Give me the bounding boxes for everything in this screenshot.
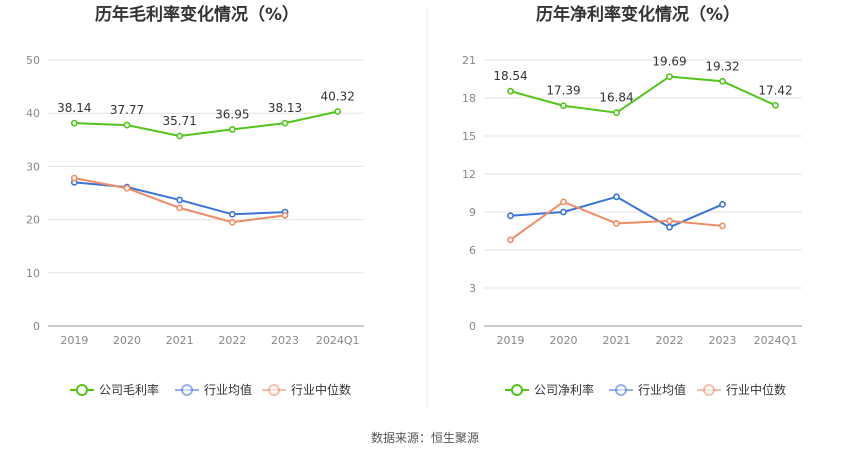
net-series-2-point — [560, 198, 567, 206]
gross-series-1-point — [176, 196, 184, 204]
chart-title: 历年净利率变化情况（%） — [536, 4, 740, 25]
x-tick-label: 2020 — [550, 334, 578, 347]
legend-marker-icon — [268, 384, 280, 396]
chart-title: 历年毛利率变化情况（%） — [95, 4, 299, 25]
legend-label: 公司净利率 — [534, 382, 594, 397]
legend-marker-icon — [76, 384, 88, 396]
net-series-0-point — [613, 109, 620, 117]
gross-series-2-point — [228, 218, 236, 226]
net-series-0-point — [719, 77, 726, 85]
gross-series-0-point — [281, 119, 289, 127]
x-tick-label: 2020 — [113, 334, 141, 347]
net-series-0-point — [666, 73, 673, 80]
data-label: 40.32 — [320, 89, 354, 103]
net-series-1-point — [507, 212, 514, 220]
legend-label: 行业中位数 — [291, 382, 351, 397]
data-label: 38.14 — [57, 101, 91, 115]
net-series-0-point — [560, 102, 567, 110]
net-series-2-point — [507, 236, 514, 244]
legend-item: 行业均值 — [609, 382, 686, 397]
gross-series-2-point — [176, 204, 184, 212]
y-tick-label: 9 — [469, 206, 476, 219]
data-label: 19.69 — [652, 55, 686, 69]
y-tick-label: 0 — [33, 320, 40, 333]
gross-series-0-point — [70, 119, 78, 127]
y-tick-label: 15 — [462, 130, 476, 143]
x-tick-label: 2021 — [603, 334, 631, 347]
legend-label: 公司毛利率 — [99, 382, 159, 397]
gross-series-1-point — [228, 210, 236, 218]
data-source-note: 数据来源：恒生聚源 — [371, 430, 479, 445]
x-tick-label: 2023 — [271, 334, 299, 347]
net-margin-chart: 历年净利率变化情况（%） 0 3 6 9 12 15 18 21 2019 2020 2021 2022… — [462, 4, 802, 397]
net-series-2-point — [613, 219, 620, 227]
legend-label: 行业均值 — [638, 382, 686, 397]
legend-marker-icon — [181, 384, 193, 396]
x-tick-label: 2019 — [60, 334, 88, 347]
x-tick-label: 2022 — [218, 334, 246, 347]
y-tick-label: 6 — [469, 244, 476, 257]
y-tick-label: 30 — [26, 160, 40, 173]
x-tick-label: 2024Q1 — [316, 334, 360, 347]
y-tick-label: 20 — [26, 214, 40, 227]
y-tick-label: 10 — [26, 267, 40, 280]
net-series-1-point — [613, 193, 620, 201]
x-tick-label: 2022 — [656, 334, 684, 347]
net-series-1-point — [719, 200, 726, 208]
y-tick-label: 3 — [469, 282, 476, 295]
data-label: 17.39 — [546, 84, 580, 98]
gross-series-2-point — [123, 184, 131, 192]
y-tick-label: 21 — [462, 54, 476, 67]
data-label: 17.42 — [758, 83, 792, 97]
y-tick-label: 12 — [462, 168, 476, 181]
net-series-line-0 — [510, 75, 776, 114]
data-label: 16.84 — [599, 91, 633, 105]
net-series-2-point — [666, 217, 673, 225]
y-tick-label: 18 — [462, 92, 476, 105]
gross-margin-chart: 历年毛利率变化情况（%） 0 10 20 30 40 50 2019 2020 2021 2022 2… — [26, 4, 364, 397]
legend-item: 公司净利率 — [505, 382, 594, 397]
gross-series-line-0 — [74, 110, 338, 138]
data-label: 35.71 — [162, 114, 196, 128]
gross-series-0-point — [228, 126, 236, 133]
legend-item: 行业中位数 — [697, 382, 786, 397]
legend-label: 行业均值 — [204, 382, 252, 397]
legend-item: 行业中位数 — [262, 382, 351, 397]
gross-series-0-point — [176, 132, 184, 140]
net-series-2-point — [719, 222, 726, 230]
data-label: 37.77 — [110, 103, 144, 117]
net-series-1-point — [666, 223, 673, 231]
gross-series-2-point — [281, 211, 289, 219]
legend-item: 公司毛利率 — [70, 382, 159, 397]
x-tick-label: 2021 — [166, 334, 194, 347]
gross-series-2-point — [70, 174, 78, 182]
net-series-0-point — [772, 101, 779, 109]
data-label: 38.13 — [268, 101, 302, 115]
gross-series-0-point — [123, 121, 131, 129]
legend-label: 行业中位数 — [726, 382, 786, 397]
net-series-1-point — [560, 208, 567, 216]
y-tick-label: 50 — [26, 54, 40, 67]
legend-marker-icon — [615, 384, 627, 396]
net-series-0-point — [507, 87, 514, 95]
y-tick-label: 0 — [469, 320, 476, 333]
legend-marker-icon — [511, 384, 523, 396]
legend-marker-icon — [703, 384, 715, 396]
data-label: 19.32 — [705, 59, 739, 73]
x-tick-label: 2023 — [709, 334, 737, 347]
gross-series-0-point — [334, 108, 342, 115]
x-tick-label: 2019 — [497, 334, 525, 347]
legend-item: 行业均值 — [175, 382, 252, 397]
x-tick-label: 2024Q1 — [754, 334, 798, 347]
data-label: 36.95 — [215, 107, 249, 121]
data-label: 18.54 — [493, 69, 527, 83]
y-tick-label: 40 — [26, 107, 40, 120]
